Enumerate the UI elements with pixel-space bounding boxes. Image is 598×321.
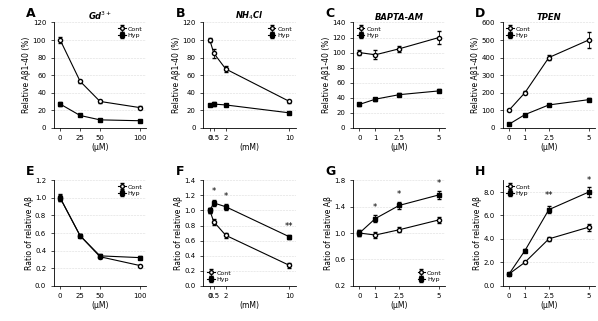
Text: *: * (397, 190, 401, 199)
Y-axis label: Ratio of relative Aβ: Ratio of relative Aβ (324, 196, 332, 270)
Text: C: C (325, 7, 334, 20)
Y-axis label: Relative Aβ1-40 (%): Relative Aβ1-40 (%) (172, 37, 181, 113)
Text: B: B (176, 7, 185, 20)
Text: F: F (176, 165, 184, 178)
X-axis label: (μM): (μM) (91, 301, 109, 310)
X-axis label: (μM): (μM) (390, 143, 408, 152)
Y-axis label: Ratio of relative Aβ: Ratio of relative Aβ (174, 196, 183, 270)
Y-axis label: Ratio of relative Aβ: Ratio of relative Aβ (25, 196, 33, 270)
Legend: Cont, Hyp: Cont, Hyp (267, 26, 292, 39)
Y-axis label: Ratio of relative Aβ: Ratio of relative Aβ (474, 196, 483, 270)
Legend: Cont, Hyp: Cont, Hyp (118, 184, 143, 196)
Text: H: H (475, 165, 486, 178)
Text: *: * (373, 203, 377, 212)
X-axis label: (μM): (μM) (540, 301, 557, 310)
Text: *: * (437, 179, 441, 188)
Text: **: ** (545, 191, 553, 200)
Legend: Cont, Hyp: Cont, Hyp (356, 26, 382, 39)
Text: G: G (325, 165, 335, 178)
X-axis label: (mM): (mM) (240, 301, 260, 310)
Text: A: A (26, 7, 36, 20)
Title: NH$_4$Cl: NH$_4$Cl (235, 10, 264, 22)
Legend: Cont, Hyp: Cont, Hyp (118, 26, 143, 39)
Text: **: ** (285, 222, 294, 231)
X-axis label: (μM): (μM) (390, 301, 408, 310)
Legend: Cont, Hyp: Cont, Hyp (506, 184, 531, 196)
Title: TPEN: TPEN (536, 13, 561, 22)
Text: D: D (475, 7, 485, 20)
X-axis label: (μM): (μM) (540, 143, 557, 152)
Legend: Cont, Hyp: Cont, Hyp (417, 270, 443, 282)
X-axis label: (mM): (mM) (240, 143, 260, 152)
Legend: Cont, Hyp: Cont, Hyp (206, 270, 232, 282)
Text: *: * (587, 176, 591, 185)
Legend: Cont, Hyp: Cont, Hyp (506, 26, 531, 39)
Text: *: * (224, 193, 228, 202)
Title: BAPTA-AM: BAPTA-AM (375, 13, 424, 22)
Title: Gd$^{3+}$: Gd$^{3+}$ (88, 10, 112, 22)
Y-axis label: Relative Aβ1-40 (%): Relative Aβ1-40 (%) (22, 37, 31, 113)
Text: *: * (212, 187, 216, 196)
Y-axis label: Relative Aβ1-40 (%): Relative Aβ1-40 (%) (471, 37, 480, 113)
Text: E: E (26, 165, 35, 178)
X-axis label: (μM): (μM) (91, 143, 109, 152)
Y-axis label: Relative Aβ1-40 (%): Relative Aβ1-40 (%) (322, 37, 331, 113)
